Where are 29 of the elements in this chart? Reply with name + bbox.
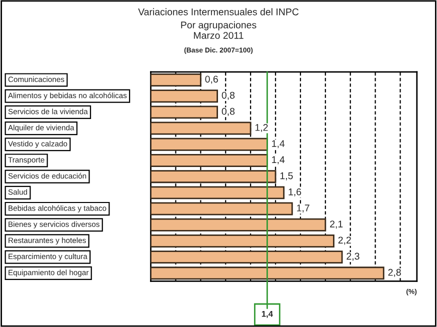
data-label: 1,6 [288,188,302,196]
bar [150,138,268,151]
bar [150,106,218,119]
data-label: 1,5 [280,172,293,180]
bar [150,74,202,86]
data-label: 0,8 [222,92,235,100]
data-label: 2,1 [330,220,343,229]
data-label: 2,8 [388,268,401,277]
data-label: 1,7 [297,204,310,213]
data-label: 1,4 [272,140,285,148]
ref-line-label: 1,4 [262,310,273,318]
bar [150,186,285,200]
data-label: 2,2 [338,236,351,245]
bar [150,266,384,280]
bar [150,122,252,135]
bar [150,218,326,232]
bar [150,154,268,167]
data-label: 2,3 [346,252,360,261]
data-label: 0,6 [205,76,218,84]
bar [150,170,276,184]
bar [150,250,343,264]
data-label: 1,4 [272,156,285,164]
bar [150,234,334,248]
data-label: 1,2 [255,124,268,132]
bar [150,90,218,103]
bar [150,202,293,216]
data-label: 0,8 [222,108,235,116]
chart-subtitle: Por agrupaciones Marzo 2011 [181,21,256,39]
chart-title: Variaciones Intermensuales del INPC [138,8,299,16]
